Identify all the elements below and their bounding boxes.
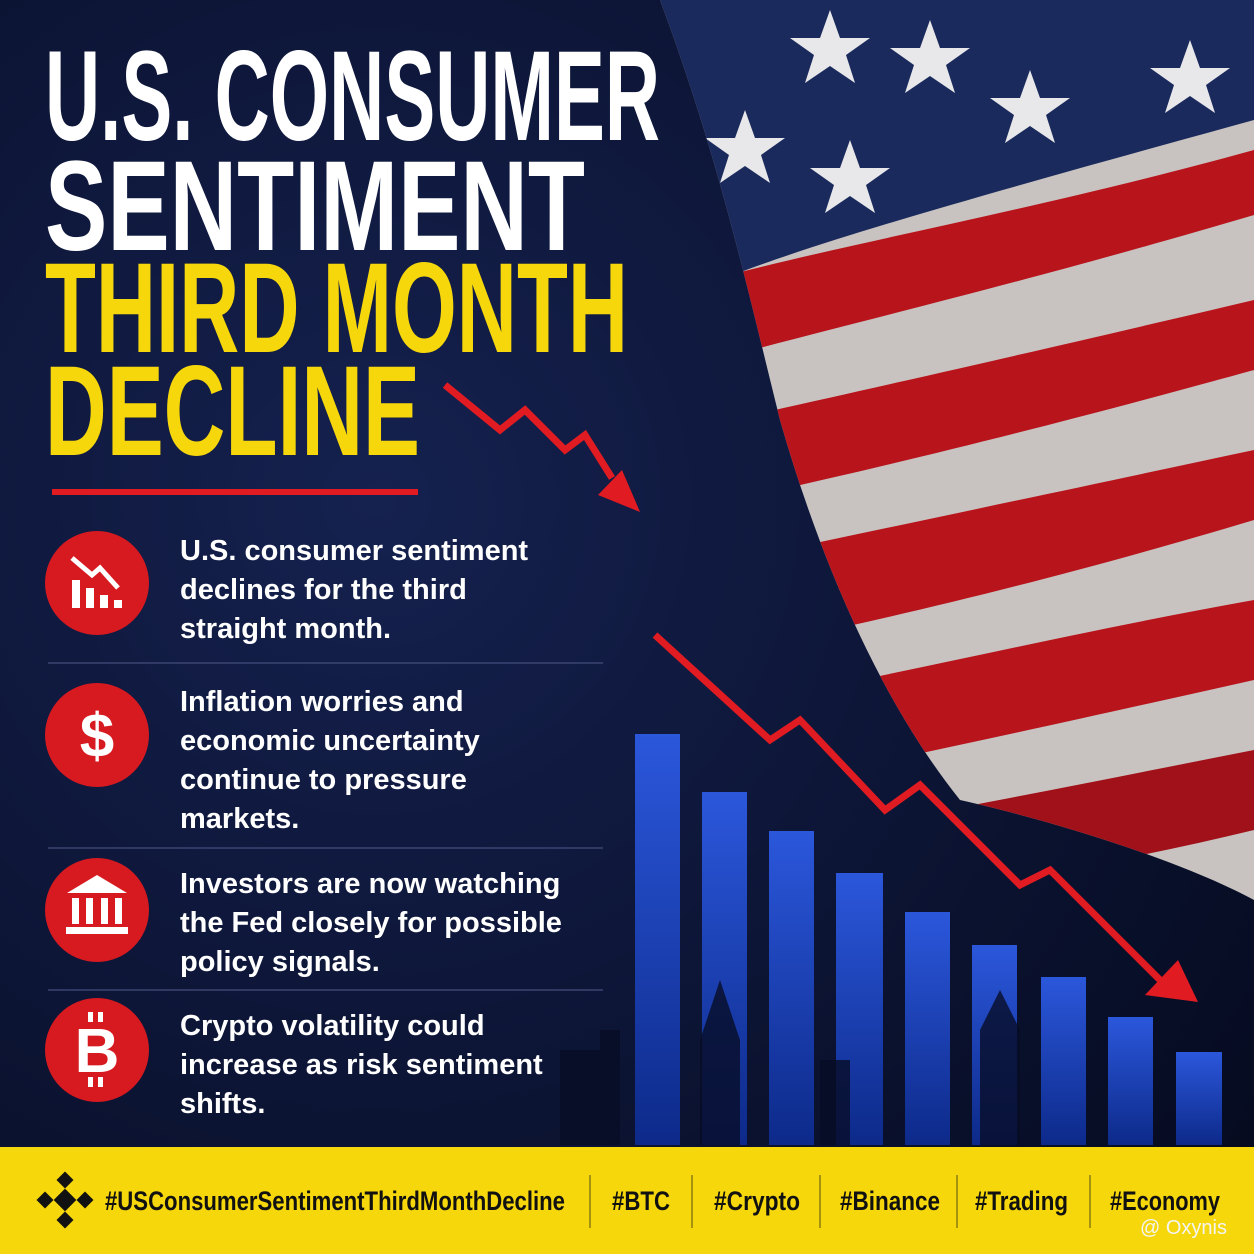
icon-bank xyxy=(45,858,149,962)
points: U.S. consumer sentiment declines for the … xyxy=(180,535,562,1120)
hashtag: #Economy xyxy=(1110,1186,1220,1216)
watermark: @ Oxynis xyxy=(1140,1217,1227,1239)
point-text: policy signals. xyxy=(180,946,380,978)
point-text: markets. xyxy=(180,803,299,835)
point-text: straight month. xyxy=(180,613,391,645)
point-text: Investors are now watching xyxy=(180,868,560,900)
arrow-head xyxy=(598,470,640,512)
hashtag: #Trading xyxy=(975,1186,1068,1216)
highlight: DECLINE xyxy=(45,340,420,483)
title: U.S. CONSUMER xyxy=(45,25,660,168)
highlight: THIRD MONTH xyxy=(45,237,628,380)
point-text: economic uncertainty xyxy=(180,725,480,757)
title: SENTIMENT xyxy=(45,135,585,278)
arrow-head xyxy=(1145,960,1198,1002)
bar-decoration xyxy=(635,734,1222,1145)
point-text: continue to pressure xyxy=(180,764,467,796)
point-text: the Fed closely for possible xyxy=(180,907,562,939)
icon-chart xyxy=(45,531,149,635)
hashtag: #Binance xyxy=(840,1186,940,1216)
hashtag: #Crypto xyxy=(714,1186,800,1216)
footer-bar xyxy=(0,1147,1254,1254)
hashtag: #USConsumerSentimentThirdMonthDecline xyxy=(105,1186,565,1216)
skyline xyxy=(560,980,1020,1145)
icon-glyph: $ xyxy=(80,702,114,771)
point-text: Crypto volatility could xyxy=(180,1010,485,1042)
separators xyxy=(48,662,603,991)
icon-bitcoin: B xyxy=(45,998,149,1102)
trend-arrows xyxy=(442,382,1163,983)
point-text: Inflation worries and xyxy=(180,686,464,718)
point-text: increase as risk sentiment xyxy=(180,1049,543,1081)
underline xyxy=(52,489,418,495)
point-text: declines for the third xyxy=(180,574,467,606)
hashtag: #BTC xyxy=(612,1186,670,1216)
icon-glyph: B xyxy=(75,1017,120,1086)
icon-dollar: $ xyxy=(45,683,149,787)
point-text: shifts. xyxy=(180,1088,265,1120)
tag-separators xyxy=(589,1175,1091,1228)
point-text: U.S. consumer sentiment xyxy=(180,535,528,567)
hashtags: #USConsumerSentimentThirdMonthDecline #BT… xyxy=(105,1186,1220,1216)
